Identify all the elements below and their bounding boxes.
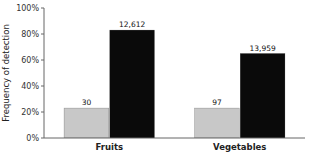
bars <box>64 30 285 138</box>
n-label: 13,959 <box>249 44 275 53</box>
y-tick-label: 20% <box>21 108 39 117</box>
x-tick-label: Vegetables <box>213 142 266 152</box>
y-axis-line <box>44 8 45 138</box>
bar-labels: 30 97 12,612 13,959 <box>82 20 276 107</box>
y-tick-label: 0% <box>26 134 39 143</box>
x-tick-label: Fruits <box>95 142 123 152</box>
n-label: 12,612 <box>119 20 145 29</box>
n-label: 30 <box>82 98 92 107</box>
y-tick-label: 100% <box>16 4 39 13</box>
bar <box>64 108 109 138</box>
y-tick-label: 80% <box>21 30 39 39</box>
y-axis-label: Frequency of detection <box>1 24 11 122</box>
bar <box>240 54 285 139</box>
x-axis-line <box>44 138 305 139</box>
y-axis: 0% 20% 40% 60% 80% 100% <box>16 4 44 143</box>
chart-svg: 0% 20% 40% 60% 80% 100% Frequency of detection… <box>0 0 311 156</box>
y-tick-label: 60% <box>21 56 39 65</box>
bar <box>110 30 155 138</box>
page: {"chart_data": {"type": "bar", "categori… <box>0 0 311 156</box>
x-axis: Fruits Vegetables <box>95 142 266 152</box>
bar <box>195 108 240 138</box>
chart-container: 0% 20% 40% 60% 80% 100% Frequency of detection… <box>0 0 311 156</box>
y-tick-label: 40% <box>21 82 39 91</box>
n-label: 97 <box>212 98 222 107</box>
